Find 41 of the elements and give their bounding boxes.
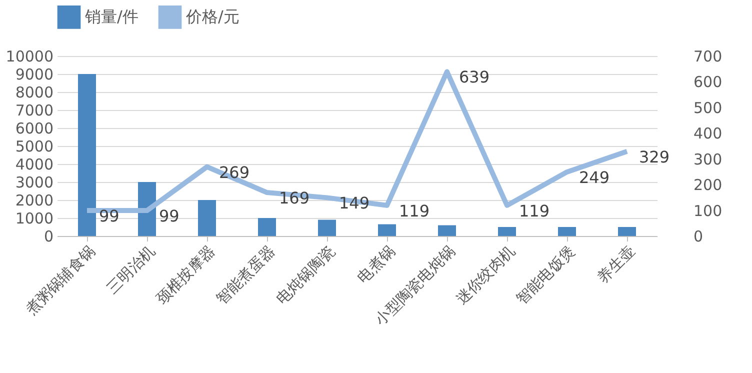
bar xyxy=(378,224,396,236)
y-tick-label: 4000 xyxy=(15,156,54,174)
data-label: 639 xyxy=(459,68,490,87)
data-label: 99 xyxy=(159,206,180,226)
legend-label: 销量/件 xyxy=(84,7,138,26)
y-tick-label: 8000 xyxy=(15,84,54,102)
y2-tick-label: 500 xyxy=(694,98,722,117)
bar xyxy=(558,227,576,236)
y2-tick-label: 0 xyxy=(694,228,704,246)
bar xyxy=(258,218,276,236)
y-tick-label: 7000 xyxy=(15,102,54,120)
bar xyxy=(618,227,636,236)
y-tick-label: 9000 xyxy=(15,66,54,84)
y-tick-label: 6000 xyxy=(15,120,54,138)
bar xyxy=(498,227,516,236)
y2-tick-label: 600 xyxy=(694,73,722,92)
y-tick-label: 3000 xyxy=(15,174,54,192)
y2-tick-label: 200 xyxy=(694,176,722,194)
data-label: 119 xyxy=(399,201,430,220)
data-label: 99 xyxy=(99,206,120,226)
y-tick-label: 5000 xyxy=(15,138,54,156)
data-label: 169 xyxy=(279,188,310,208)
y-tick-label: 10000 xyxy=(6,48,54,66)
data-label: 119 xyxy=(519,201,550,220)
y2-tick-label: 400 xyxy=(694,124,722,143)
bar xyxy=(438,225,456,236)
data-label: 149 xyxy=(339,194,370,213)
bar xyxy=(78,74,96,236)
bar xyxy=(198,200,216,236)
data-label: 249 xyxy=(579,168,610,187)
y-tick-label: 2000 xyxy=(15,192,54,210)
y2-tick-label: 700 xyxy=(694,48,722,66)
x-tick-label: 养生壶 xyxy=(594,242,638,287)
y-tick-label: 1000 xyxy=(15,210,54,228)
x-tick-label: 电煮锅 xyxy=(354,242,398,287)
y2-tick-label: 100 xyxy=(694,202,722,220)
legend-label: 价格/元 xyxy=(185,7,240,26)
data-label: 329 xyxy=(639,147,670,166)
data-label: 269 xyxy=(219,162,250,182)
bar xyxy=(318,220,336,236)
y2-tick-label: 300 xyxy=(694,150,722,168)
